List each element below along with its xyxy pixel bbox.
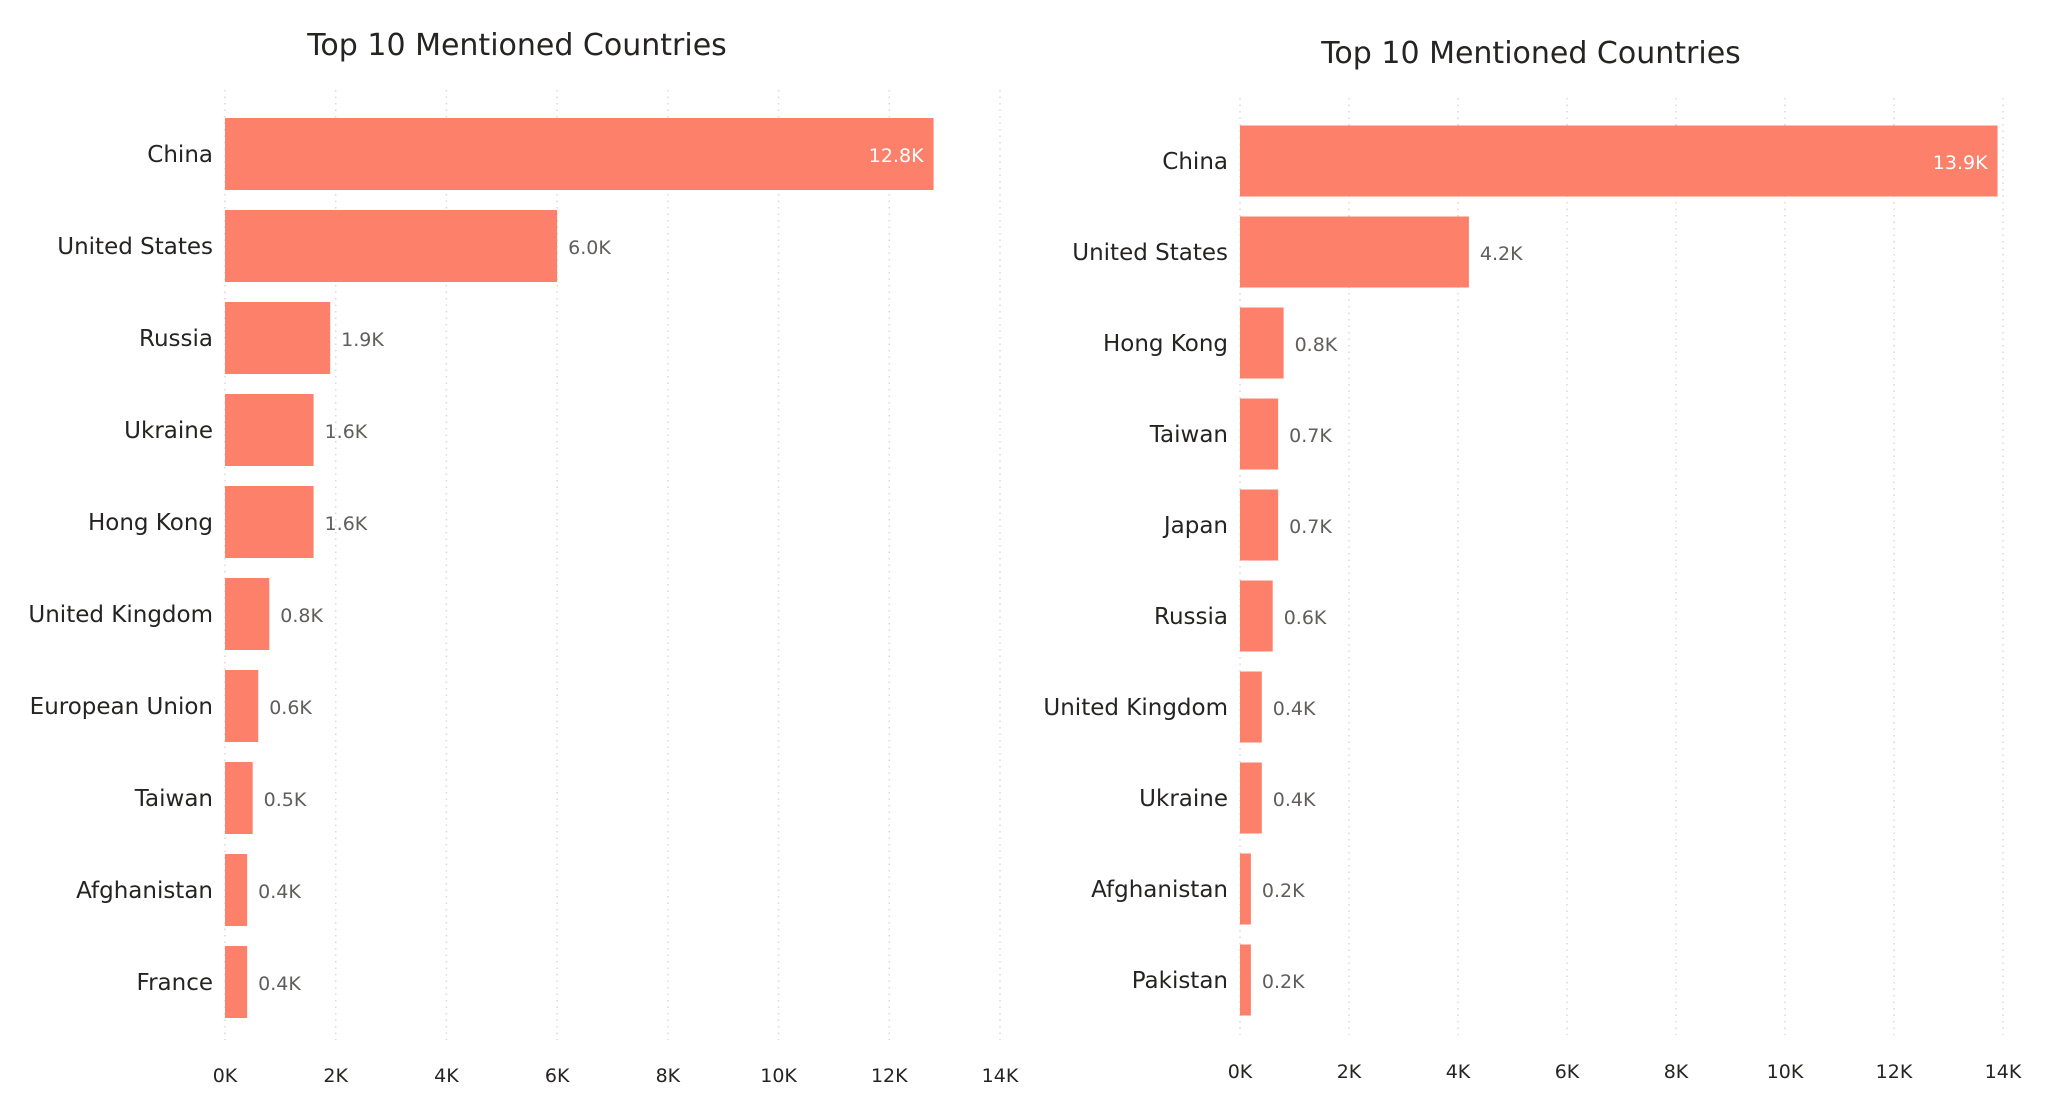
left-data-label: 0.4K	[258, 881, 301, 903]
left-bar-taiwan	[225, 762, 253, 834]
left-category-label: United Kingdom	[28, 602, 213, 628]
left-x-tick-label: 14K	[982, 1065, 1019, 1087]
right-x-tick-label: 0K	[1228, 1061, 1253, 1083]
right-x-tick-label: 10K	[1767, 1061, 1804, 1083]
right-x-tick-label: 2K	[1337, 1061, 1362, 1083]
right-data-label: 0.7K	[1289, 516, 1332, 538]
right-data-label: 0.8K	[1295, 334, 1338, 356]
left-bar-afghanistan	[225, 854, 248, 926]
left-bar-hong-kong	[225, 486, 314, 558]
left-category-label: Hong Kong	[88, 510, 213, 536]
left-bar-united-kingdom	[225, 578, 270, 650]
right-data-label: 0.2K	[1262, 971, 1305, 993]
right-category-label: United States	[1072, 240, 1228, 266]
right-x-tick-label: 14K	[1985, 1061, 2022, 1083]
left-x-tick-label: 4K	[434, 1065, 459, 1087]
left-chart-title: Top 10 Mentioned Countries	[306, 28, 727, 63]
right-bar-chart: Top 10 Mentioned Countries China United S…	[1043, 36, 2021, 1083]
right-bar-united-states	[1240, 216, 1469, 288]
right-chart-data-labels: 13.9K 4.2K 0.8K 0.7K 0.7K 0.6K 0.4K 0.4K 0.2K 0.2…	[1262, 152, 1988, 993]
left-bar-france	[225, 946, 248, 1018]
left-bar-ukraine	[225, 394, 314, 466]
right-data-label: 0.4K	[1273, 789, 1316, 811]
right-bar-afghanistan	[1240, 853, 1251, 925]
right-bar-pakistan	[1240, 944, 1251, 1016]
left-x-tick-label: 8K	[656, 1065, 681, 1087]
right-category-label: China	[1162, 149, 1228, 175]
right-data-label: 13.9K	[1933, 152, 1988, 174]
left-data-label: 0.8K	[280, 605, 323, 627]
left-data-label: 1.6K	[325, 513, 368, 535]
left-bar-china	[225, 118, 934, 190]
right-category-label: Russia	[1154, 604, 1228, 630]
left-data-label: 0.6K	[269, 697, 312, 719]
left-x-tick-label: 0K	[213, 1065, 238, 1087]
left-category-label: Ukraine	[124, 418, 213, 444]
right-category-label: Japan	[1162, 513, 1228, 539]
right-data-label: 4.2K	[1480, 243, 1523, 265]
left-data-label: 0.5K	[264, 789, 307, 811]
left-chart-data-labels: 12.8K 6.0K 1.9K 1.6K 1.6K 0.8K 0.6K 0.5K 0.4K 0.4…	[258, 145, 924, 995]
right-x-tick-label: 4K	[1446, 1061, 1471, 1083]
left-x-tick-label: 12K	[871, 1065, 908, 1087]
right-bar-united-kingdom	[1240, 671, 1262, 743]
right-category-label: United Kingdom	[1043, 695, 1228, 721]
right-bar-taiwan	[1240, 398, 1279, 470]
left-bar-russia	[225, 302, 331, 374]
left-bar-european-union	[225, 670, 259, 742]
right-category-label: Ukraine	[1139, 786, 1228, 812]
right-category-label: Pakistan	[1132, 968, 1228, 994]
left-category-label: United States	[57, 234, 213, 260]
left-data-label: 6.0K	[568, 237, 611, 259]
left-chart-bars	[225, 118, 934, 1018]
right-category-label: Hong Kong	[1103, 331, 1228, 357]
left-chart-x-axis: 0K 2K 4K 6K 8K 10K 12K 14K	[213, 1065, 1019, 1087]
right-data-label: 0.7K	[1289, 425, 1332, 447]
right-bar-china	[1240, 125, 1998, 197]
right-bar-russia	[1240, 580, 1273, 652]
right-data-label: 0.4K	[1273, 698, 1316, 720]
right-x-tick-label: 6K	[1555, 1061, 1580, 1083]
left-chart-gridlines	[224, 90, 1001, 1040]
right-chart-x-axis: 0K 2K 4K 6K 8K 10K 12K 14K	[1228, 1061, 2022, 1083]
left-category-label: European Union	[30, 694, 213, 720]
left-data-label: 1.6K	[325, 421, 368, 443]
right-bar-hong-kong	[1240, 307, 1284, 379]
right-data-label: 0.6K	[1284, 607, 1327, 629]
right-category-label: Taiwan	[1149, 422, 1228, 448]
left-category-label: Taiwan	[134, 786, 213, 812]
left-bar-united-states	[225, 210, 558, 282]
left-category-label: Afghanistan	[76, 878, 213, 904]
right-chart-title: Top 10 Mentioned Countries	[1320, 36, 1741, 71]
left-data-label: 12.8K	[869, 145, 924, 167]
left-x-tick-label: 2K	[323, 1065, 348, 1087]
left-data-label: 1.9K	[341, 329, 384, 351]
right-data-label: 0.2K	[1262, 880, 1305, 902]
right-category-label: Afghanistan	[1091, 877, 1228, 903]
left-category-label: Russia	[139, 326, 213, 352]
left-category-label: China	[147, 142, 213, 168]
left-x-tick-label: 10K	[760, 1065, 797, 1087]
left-bar-chart: Top 10 Mentioned Countries China United S…	[28, 28, 1018, 1087]
right-bar-japan	[1240, 489, 1279, 561]
left-category-label: France	[137, 970, 213, 996]
right-bar-ukraine	[1240, 762, 1262, 834]
right-chart-categories: China United States Hong Kong Taiwan Japan Ru…	[1043, 149, 1228, 994]
right-chart-bars	[1240, 125, 1998, 1016]
left-x-tick-label: 6K	[545, 1065, 570, 1087]
left-data-label: 0.4K	[258, 973, 301, 995]
left-chart-categories: China United States Russia Ukraine Hong Kong…	[28, 142, 213, 996]
right-x-tick-label: 12K	[1876, 1061, 1913, 1083]
right-x-tick-label: 8K	[1664, 1061, 1689, 1083]
